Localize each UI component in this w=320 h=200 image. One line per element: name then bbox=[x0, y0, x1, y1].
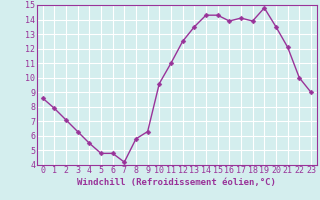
X-axis label: Windchill (Refroidissement éolien,°C): Windchill (Refroidissement éolien,°C) bbox=[77, 178, 276, 187]
